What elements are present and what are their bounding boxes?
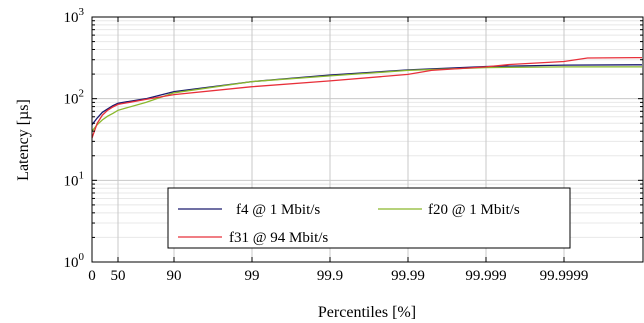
x-tick-label: 90 (167, 268, 182, 284)
legend-label-f31: f31 @ 94 Mbit/s (229, 230, 328, 246)
y-tick-label: 100 (64, 251, 85, 271)
plot-frame (91, 16, 644, 263)
x-tick-labels: 0 50 90 99 99.9 99.99 99.999 99.9999 (88, 268, 588, 284)
ticks (91, 16, 643, 263)
legend: f4 @ 1 Mbit/s f20 @ 1 Mbit/s f31 @ 94 Mb… (167, 187, 571, 249)
series-line-2 (91, 56, 643, 139)
x-tick-label: 99.9 (317, 268, 343, 284)
legend-label-f4: f4 @ 1 Mbit/s (236, 202, 320, 218)
x-axis-title: Percentiles [%] (318, 304, 416, 321)
x-tick-label: 50 (111, 268, 126, 284)
legend-label-f20: f20 @ 1 Mbit/s (428, 202, 520, 218)
y-axis-title: Latency [µs] (15, 99, 32, 181)
y-tick-label: 103 (64, 6, 85, 26)
y-tick-label: 101 (64, 169, 85, 189)
x-tick-label: 99.9999 (540, 268, 589, 284)
y-tick-label: 102 (64, 88, 85, 108)
y-tick-labels: 100 101 102 103 (64, 6, 85, 271)
x-tick-label: 0 (88, 268, 96, 284)
legend-box (167, 187, 571, 249)
x-tick-label: 99 (245, 268, 260, 284)
series-lines (91, 56, 643, 139)
series-line-0 (91, 64, 643, 126)
x-tick-label: 99.999 (465, 268, 506, 284)
x-tick-label: 99.99 (391, 268, 425, 284)
